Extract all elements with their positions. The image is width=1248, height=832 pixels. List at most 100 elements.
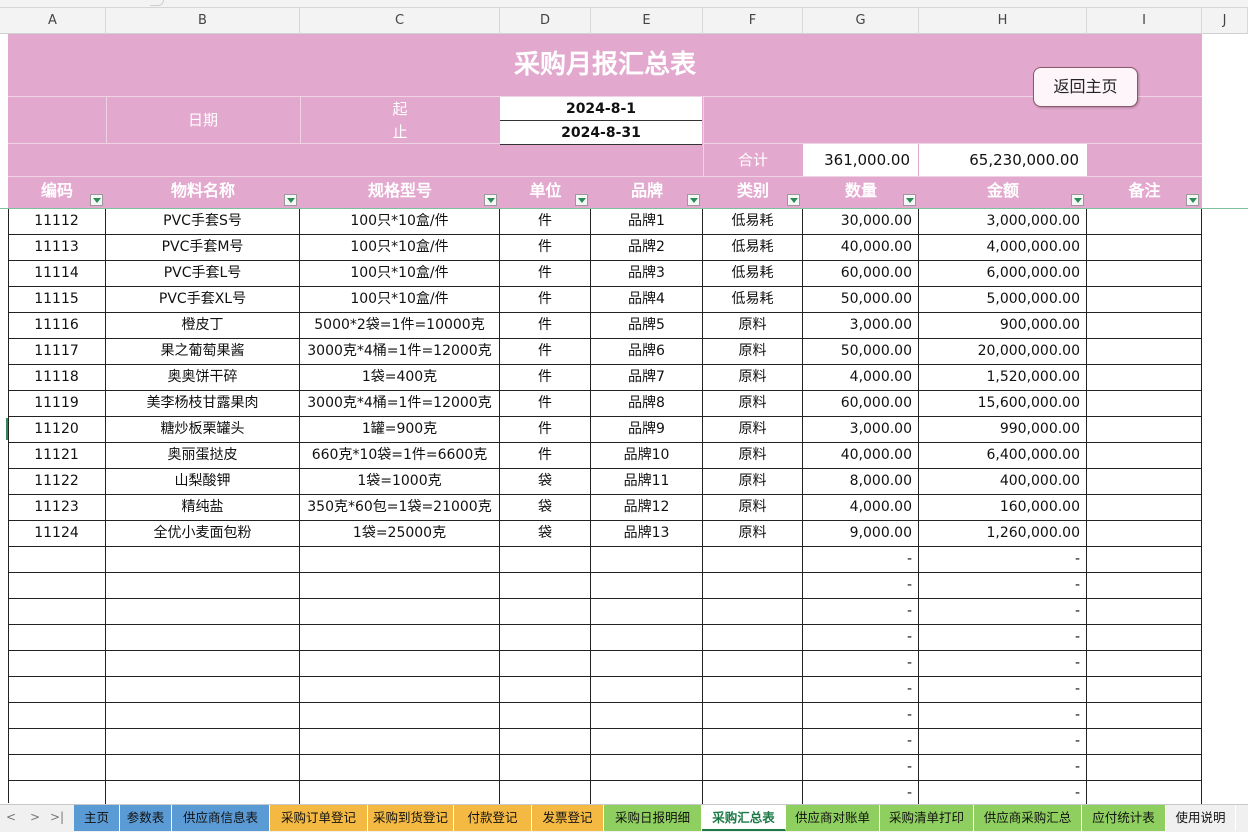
- cell-amount[interactable]: -: [919, 547, 1087, 572]
- cell-code[interactable]: 11114: [8, 261, 106, 286]
- sheet-tab[interactable]: 采购订单登记: [270, 805, 368, 831]
- cell-name[interactable]: [106, 703, 300, 728]
- sheet-tab[interactable]: 主页: [74, 805, 120, 831]
- sheet-tab[interactable]: 供应商对账单: [786, 805, 880, 831]
- cell-spec[interactable]: 350克*60包=1袋=21000克: [300, 495, 500, 520]
- filter-dropdown-icon[interactable]: [687, 194, 700, 206]
- cell-qty[interactable]: -: [803, 677, 919, 702]
- cell-cat[interactable]: [703, 677, 803, 702]
- cell-qty[interactable]: -: [803, 547, 919, 572]
- cell-amount[interactable]: -: [919, 703, 1087, 728]
- cell-code[interactable]: [8, 599, 106, 624]
- cell-cat[interactable]: [703, 547, 803, 572]
- cell-spec[interactable]: [300, 651, 500, 676]
- cell-note[interactable]: [1087, 209, 1202, 234]
- cell-cat[interactable]: 原料: [703, 443, 803, 468]
- cell-brand[interactable]: 品牌2: [591, 235, 703, 260]
- cell-cat[interactable]: 原料: [703, 469, 803, 494]
- cell-code[interactable]: [8, 729, 106, 754]
- cell-name[interactable]: 美李杨枝甘露果肉: [106, 391, 300, 416]
- cell-brand[interactable]: [591, 703, 703, 728]
- cell-qty[interactable]: 60,000.00: [803, 391, 919, 416]
- cell-unit[interactable]: [500, 547, 591, 572]
- start-date-cell[interactable]: 2024-8-1: [500, 97, 702, 121]
- cell-note[interactable]: [1087, 625, 1202, 650]
- cell-spec[interactable]: 3000克*4桶=1件=12000克: [300, 339, 500, 364]
- sheet-tab[interactable]: 供应商信息表: [172, 805, 270, 831]
- cell-note[interactable]: [1087, 599, 1202, 624]
- filter-dropdown-icon[interactable]: [90, 194, 103, 206]
- cell-spec[interactable]: 5000*2袋=1件=10000克: [300, 313, 500, 338]
- cell-cat[interactable]: 低易耗: [703, 261, 803, 286]
- cell-name[interactable]: PVC手套S号: [106, 209, 300, 234]
- cell-cat[interactable]: 原料: [703, 365, 803, 390]
- cell-code[interactable]: 11124: [8, 521, 106, 546]
- cell-note[interactable]: [1087, 443, 1202, 468]
- sheet-tab[interactable]: 采购到货登记: [368, 805, 454, 831]
- cell-qty[interactable]: 8,000.00: [803, 469, 919, 494]
- cell-unit[interactable]: 件: [500, 261, 591, 286]
- cell-spec[interactable]: 1袋=25000克: [300, 521, 500, 546]
- cell-code[interactable]: [8, 625, 106, 650]
- cell-name[interactable]: 橙皮丁: [106, 313, 300, 338]
- cell-amount[interactable]: 15,600,000.00: [919, 391, 1087, 416]
- cell-spec[interactable]: [300, 755, 500, 780]
- cell-name[interactable]: PVC手套XL号: [106, 287, 300, 312]
- cell-spec[interactable]: 660克*10袋=1件=6600克: [300, 443, 500, 468]
- cell-name[interactable]: [106, 547, 300, 572]
- cell-qty[interactable]: -: [803, 573, 919, 598]
- cell-brand[interactable]: [591, 677, 703, 702]
- cell-spec[interactable]: [300, 677, 500, 702]
- cell-unit[interactable]: 件: [500, 209, 591, 234]
- cell-unit[interactable]: [500, 651, 591, 676]
- sheet-tab[interactable]: 应付统计表: [1082, 805, 1166, 831]
- sheet-tab[interactable]: 采购日报明细: [604, 805, 702, 831]
- cell-name[interactable]: [106, 677, 300, 702]
- cell-unit[interactable]: [500, 703, 591, 728]
- cell-unit[interactable]: [500, 729, 591, 754]
- cell-spec[interactable]: 1袋=400克: [300, 365, 500, 390]
- total-amount-cell[interactable]: 65,230,000.00: [919, 144, 1087, 176]
- cell-amount[interactable]: 6,000,000.00: [919, 261, 1087, 286]
- cell-amount[interactable]: -: [919, 755, 1087, 780]
- cell-name[interactable]: 精纯盐: [106, 495, 300, 520]
- cell-qty[interactable]: 3,000.00: [803, 417, 919, 442]
- cell-name[interactable]: 奥丽蛋挞皮: [106, 443, 300, 468]
- sheet-tab[interactable]: 付款登记: [454, 805, 532, 831]
- cell-amount[interactable]: -: [919, 729, 1087, 754]
- cell-cat[interactable]: [703, 781, 803, 806]
- filter-dropdown-icon[interactable]: [284, 194, 297, 206]
- cell-qty[interactable]: 50,000.00: [803, 339, 919, 364]
- cell-unit[interactable]: 件: [500, 339, 591, 364]
- cell-qty[interactable]: 40,000.00: [803, 235, 919, 260]
- cell-unit[interactable]: [500, 599, 591, 624]
- cell-cat[interactable]: 原料: [703, 417, 803, 442]
- cell-unit[interactable]: [500, 573, 591, 598]
- cell-qty[interactable]: -: [803, 703, 919, 728]
- cell-unit[interactable]: [500, 781, 591, 806]
- nav-last-icon[interactable]: >|: [50, 810, 65, 824]
- sheet-tab[interactable]: 发票登记: [532, 805, 604, 831]
- cell-note[interactable]: [1087, 677, 1202, 702]
- filter-dropdown-icon[interactable]: [484, 194, 497, 206]
- cell-code[interactable]: 11119: [8, 391, 106, 416]
- cell-unit[interactable]: 袋: [500, 495, 591, 520]
- cell-spec[interactable]: [300, 703, 500, 728]
- cell-code[interactable]: 11123: [8, 495, 106, 520]
- cell-name[interactable]: 全优小麦面包粉: [106, 521, 300, 546]
- column-header-c[interactable]: C: [300, 8, 500, 34]
- cell-unit[interactable]: 件: [500, 443, 591, 468]
- cell-brand[interactable]: [591, 781, 703, 806]
- cell-qty[interactable]: 50,000.00: [803, 287, 919, 312]
- cell-cat[interactable]: 原料: [703, 521, 803, 546]
- cell-amount[interactable]: -: [919, 651, 1087, 676]
- cell-amount[interactable]: 5,000,000.00: [919, 287, 1087, 312]
- cell-code[interactable]: [8, 677, 106, 702]
- cell-spec[interactable]: 3000克*4桶=1件=12000克: [300, 391, 500, 416]
- cell-amount[interactable]: 4,000,000.00: [919, 235, 1087, 260]
- cell-cat[interactable]: 原料: [703, 313, 803, 338]
- cell-qty[interactable]: -: [803, 625, 919, 650]
- cell-name[interactable]: 奥奥饼干碎: [106, 365, 300, 390]
- cell-amount[interactable]: -: [919, 781, 1087, 806]
- cell-code[interactable]: [8, 651, 106, 676]
